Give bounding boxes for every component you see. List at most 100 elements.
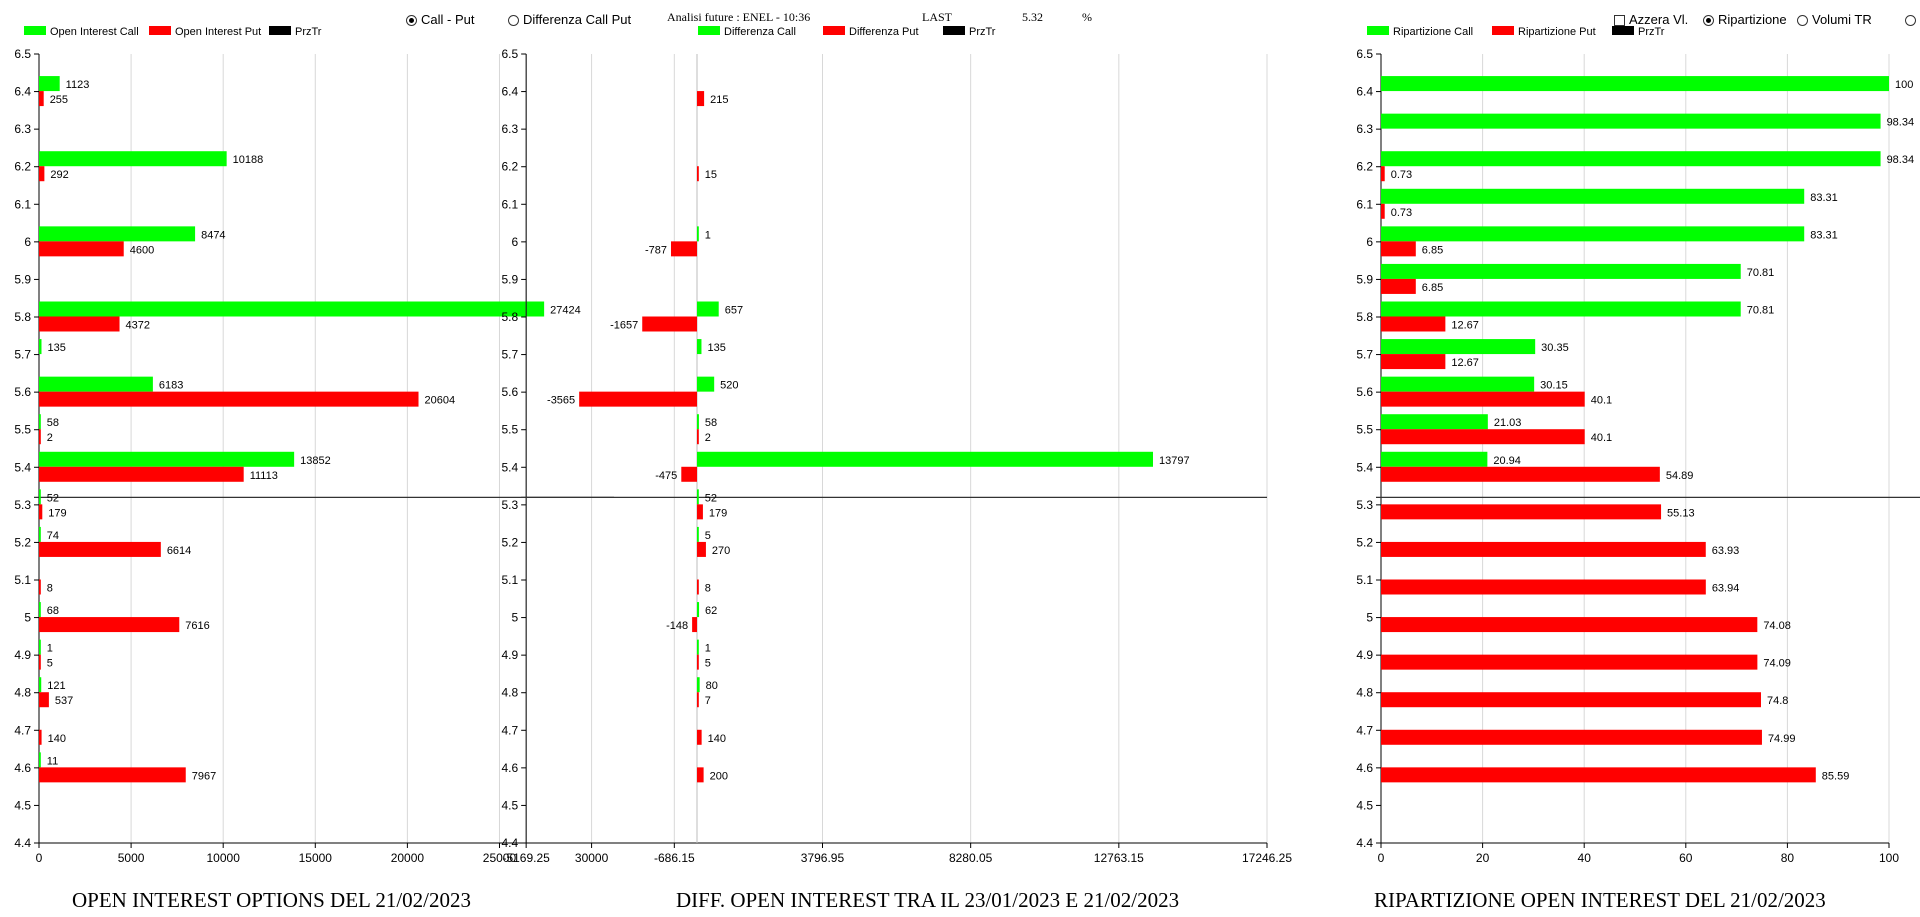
call-bar [1381, 301, 1741, 317]
y-tick-label: 5.4 [1356, 460, 1373, 474]
radio-ripartizione-indicator[interactable] [1703, 15, 1714, 26]
radio-volumi[interactable]: Volumi TR [1797, 12, 1872, 27]
y-tick-label: 4.6 [1356, 761, 1373, 775]
bar-value-label: 7 [705, 695, 711, 707]
legend-swatch [943, 26, 965, 35]
radio-call-put-indicator[interactable] [406, 15, 417, 26]
y-tick-label: 5.2 [14, 535, 31, 549]
bar-value-label: 63.94 [1712, 583, 1740, 595]
radio-volumi-label: Volumi TR [1812, 12, 1872, 27]
bar-value-label: 30.35 [1541, 342, 1569, 354]
put-bar [1381, 466, 1660, 482]
call-bar [1381, 451, 1488, 467]
y-tick-label: 4.8 [14, 686, 31, 700]
bar-value-label: 68 [47, 605, 59, 617]
legend-swatch [698, 26, 720, 35]
y-tick-label: 4.7 [501, 723, 518, 737]
put-bar [697, 166, 699, 182]
bar-value-label: 255 [50, 94, 68, 106]
radio-differenza-indicator[interactable] [508, 15, 519, 26]
y-tick-label: 4.9 [1356, 648, 1373, 662]
y-tick-label: 5 [24, 611, 31, 625]
put-bar [697, 767, 704, 783]
y-tick-label: 4.8 [1356, 686, 1373, 700]
bar-value-label: 12.67 [1451, 320, 1479, 332]
chart-title-ripartizione: RIPARTIZIONE OPEN INTEREST DEL 21/02/202… [1374, 888, 1826, 912]
call-bar [1381, 339, 1536, 355]
radio-differenza[interactable]: Differenza Call Put [508, 12, 631, 27]
legend-label: Ripartizione Call [1393, 26, 1473, 38]
y-tick-label: 5.6 [14, 385, 31, 399]
call-bar [697, 226, 699, 242]
bar-value-label: 200 [710, 770, 728, 782]
y-tick-label: 5.8 [14, 310, 31, 324]
y-tick-label: 6.3 [1356, 122, 1373, 136]
put-bar [39, 767, 186, 783]
radio-call-put[interactable]: Call - Put [406, 12, 474, 27]
y-tick-label: 5.8 [1356, 310, 1373, 324]
bar-value-label: 58 [47, 417, 59, 429]
y-tick-label: 4.4 [501, 836, 518, 850]
bar-value-label: 70.81 [1747, 305, 1775, 317]
y-tick-label: 4.6 [501, 761, 518, 775]
bar-value-label: 6614 [167, 545, 191, 557]
bar-value-label: 27424 [550, 305, 581, 317]
bar-value-label: 1 [47, 643, 53, 655]
call-bar [697, 602, 700, 618]
put-bar [697, 729, 702, 745]
call-bar [1381, 76, 1889, 92]
x-tick-label: 12763.15 [1094, 851, 1144, 865]
bar-value-label: 8474 [201, 229, 225, 241]
y-tick-label: 5.6 [501, 385, 518, 399]
put-bar [39, 391, 419, 407]
put-bar [1381, 316, 1446, 332]
y-tick-label: 4.9 [14, 648, 31, 662]
radio-ripartizione[interactable]: Ripartizione [1703, 12, 1787, 27]
x-tick-label: 30000 [575, 851, 609, 865]
y-tick-label: 6.5 [14, 47, 31, 61]
radio-differenza-label: Differenza Call Put [523, 12, 632, 27]
put-bar [1381, 391, 1585, 407]
call-bar [1381, 188, 1805, 204]
put-bar [39, 654, 41, 670]
bar-value-label: 140 [708, 733, 726, 745]
radio-extra[interactable] [1905, 12, 1920, 27]
bar-value-label: -475 [655, 470, 677, 482]
y-tick-label: 5.3 [1356, 498, 1373, 512]
bar-value-label: 121 [47, 680, 65, 692]
bar-value-label: 70.81 [1747, 267, 1775, 279]
bar-value-label: 98.34 [1887, 154, 1915, 166]
call-bar [697, 677, 700, 693]
radio-ripartizione-label: Ripartizione [1718, 12, 1787, 27]
bar-value-label: 6.85 [1422, 282, 1443, 294]
y-tick-label: 6.4 [1356, 85, 1373, 99]
legend-label: PrzTr [1638, 26, 1665, 38]
bar-value-label: 7616 [185, 620, 209, 632]
legend-swatch [1492, 26, 1514, 35]
x-tick-label: 100 [1879, 851, 1899, 865]
bar-value-label: 98.34 [1887, 117, 1915, 129]
put-bar [1381, 203, 1385, 219]
bar-value-label: 74.8 [1767, 695, 1788, 707]
legend-swatch [1367, 26, 1389, 35]
legend-label: PrzTr [295, 26, 322, 38]
bar-value-label: 10188 [233, 154, 264, 166]
bar-value-label: 520 [720, 380, 738, 392]
bar-value-label: 5 [705, 530, 711, 542]
bar-value-label: 83.31 [1810, 192, 1838, 204]
call-bar [697, 526, 699, 542]
y-tick-label: 6.4 [501, 85, 518, 99]
y-tick-label: 4.5 [1356, 798, 1373, 812]
bar-value-label: 40.1 [1591, 395, 1612, 407]
call-bar [39, 752, 41, 768]
y-tick-label: 4.5 [501, 798, 518, 812]
checkbox-azzera[interactable]: Azzera Vl. [1614, 12, 1688, 27]
radio-extra-indicator[interactable] [1905, 15, 1916, 26]
bar-value-label: 13797 [1159, 455, 1190, 467]
y-tick-label: 6.2 [14, 160, 31, 174]
y-tick-label: 5.4 [14, 460, 31, 474]
y-tick-label: 4.4 [1356, 836, 1373, 850]
radio-volumi-indicator[interactable] [1797, 15, 1808, 26]
bar-value-label: 1123 [66, 79, 90, 91]
checkbox-azzera-box[interactable] [1614, 15, 1625, 26]
